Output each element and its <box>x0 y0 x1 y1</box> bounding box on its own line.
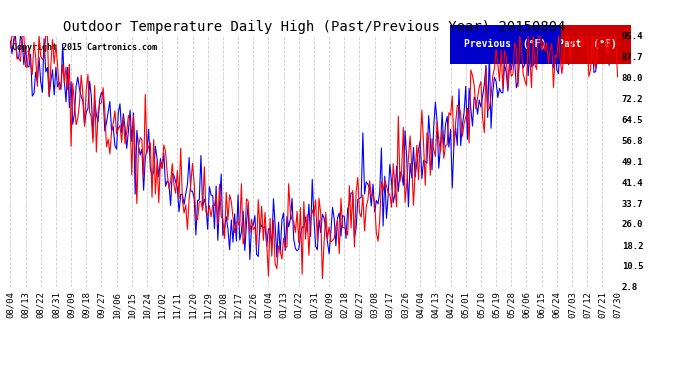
Text: Past  (°F): Past (°F) <box>558 39 616 50</box>
Title: Outdoor Temperature Daily High (Past/Previous Year) 20150804: Outdoor Temperature Daily High (Past/Pre… <box>63 21 565 34</box>
Text: Copyright 2015 Cartronics.com: Copyright 2015 Cartronics.com <box>12 43 157 52</box>
Text: Previous  (°F): Previous (°F) <box>464 39 546 50</box>
